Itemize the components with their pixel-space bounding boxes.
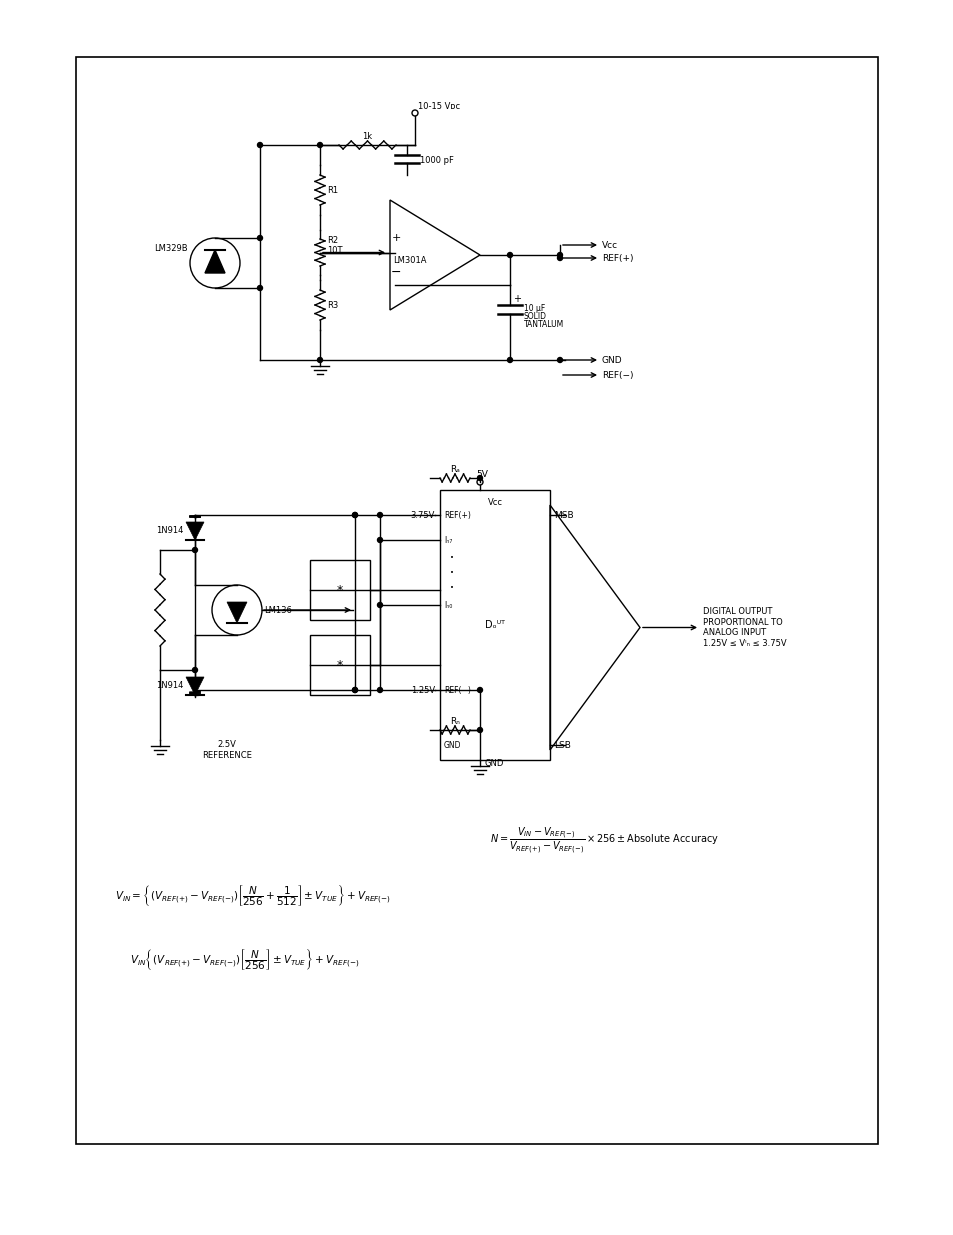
Text: 1N914: 1N914 (155, 680, 183, 689)
Circle shape (477, 475, 482, 480)
Circle shape (352, 513, 357, 517)
Circle shape (507, 252, 512, 258)
Text: REF(−): REF(−) (601, 370, 633, 379)
Circle shape (557, 252, 562, 258)
Circle shape (257, 285, 262, 290)
Text: *: * (336, 658, 343, 672)
Text: •: • (450, 585, 454, 592)
Text: R1: R1 (327, 185, 337, 194)
Text: $V_{IN}\left\{(V_{REF(+)} - V_{REF(-)})\left[\dfrac{N}{256}\right] \pm V_{TUE}\r: $V_{IN}\left\{(V_{REF(+)} - V_{REF(-)})\… (130, 947, 359, 972)
Text: Rₐ: Rₐ (450, 464, 459, 473)
Text: REF(+): REF(+) (443, 510, 471, 520)
Text: REF(−): REF(−) (443, 685, 471, 694)
Circle shape (477, 688, 482, 693)
Text: +: + (391, 233, 400, 243)
Circle shape (377, 603, 382, 608)
Circle shape (317, 142, 322, 147)
Text: 10T: 10T (327, 246, 342, 254)
Circle shape (377, 688, 382, 693)
Text: R3: R3 (327, 300, 338, 310)
Text: 1.25V: 1.25V (411, 685, 435, 694)
Text: MSB: MSB (554, 510, 573, 520)
Text: GND: GND (601, 356, 622, 364)
Polygon shape (227, 601, 247, 622)
Bar (310, 559, 370, 620)
Text: GND: GND (443, 741, 461, 750)
Text: 3.75V: 3.75V (410, 510, 435, 520)
Text: 2.5V
REFERENCE: 2.5V REFERENCE (202, 740, 252, 760)
Text: *: * (336, 583, 343, 597)
Text: Dₒᵁᵀ: Dₒᵁᵀ (484, 620, 504, 630)
Text: $V_{IN} = \left\{(V_{REF(+)} - V_{REF(-)})\left[\dfrac{N}{256} + \dfrac{1}{512}\: $V_{IN} = \left\{(V_{REF(+)} - V_{REF(-)… (115, 883, 391, 908)
Circle shape (352, 688, 357, 693)
Circle shape (377, 513, 382, 517)
Circle shape (557, 357, 562, 363)
Text: Vᴄᴄ: Vᴄᴄ (487, 498, 502, 508)
Text: LSB: LSB (554, 741, 570, 750)
Text: REF(+): REF(+) (601, 253, 633, 263)
Circle shape (257, 142, 262, 147)
Text: R2: R2 (327, 236, 337, 245)
Text: SOLID: SOLID (523, 311, 546, 321)
Text: 1k: 1k (362, 131, 373, 141)
Text: Iₙ₇: Iₙ₇ (443, 536, 452, 545)
Text: •: • (450, 571, 454, 576)
Polygon shape (205, 249, 225, 273)
Text: −: − (391, 266, 401, 279)
Text: Vᴄᴄ: Vᴄᴄ (601, 241, 618, 249)
Text: LM329B: LM329B (154, 243, 188, 252)
Text: 1000 pF: 1000 pF (420, 156, 454, 164)
Text: DIGITAL OUTPUT
PROPORTIONAL TO
ANALOG INPUT
1.25V ≤ Vᴵₙ ≤ 3.75V: DIGITAL OUTPUT PROPORTIONAL TO ANALOG IN… (702, 608, 786, 647)
Bar (76, 57, 877, 1144)
Text: 1N914: 1N914 (155, 526, 183, 535)
Circle shape (507, 357, 512, 363)
Text: 5V: 5V (476, 469, 487, 478)
Text: 10-15 Vᴅᴄ: 10-15 Vᴅᴄ (417, 101, 459, 110)
Circle shape (193, 547, 197, 552)
Circle shape (193, 667, 197, 673)
Text: 10 μF: 10 μF (523, 304, 545, 312)
Text: Rₙ: Rₙ (450, 716, 459, 725)
Circle shape (477, 727, 482, 732)
Text: Iₙ₀: Iₙ₀ (443, 600, 452, 610)
Circle shape (377, 537, 382, 542)
Text: TANTALUM: TANTALUM (523, 320, 563, 329)
Text: +: + (513, 294, 520, 304)
Text: •: • (450, 555, 454, 561)
Circle shape (257, 236, 262, 241)
Polygon shape (186, 522, 204, 540)
Polygon shape (186, 677, 204, 695)
Text: LM136: LM136 (264, 605, 292, 615)
Text: GND: GND (484, 758, 504, 767)
Circle shape (352, 688, 357, 693)
Bar (310, 635, 370, 695)
Text: $N = \dfrac{V_{IN} - V_{REF(-)}}{V_{REF(+)} - V_{REF(-)}} \times 256 \pm \mathrm: $N = \dfrac{V_{IN} - V_{REF(-)}}{V_{REF(… (490, 825, 719, 855)
Bar (439, 490, 550, 760)
Circle shape (557, 256, 562, 261)
Circle shape (352, 513, 357, 517)
Text: LM301A: LM301A (393, 256, 426, 264)
Circle shape (317, 357, 322, 363)
